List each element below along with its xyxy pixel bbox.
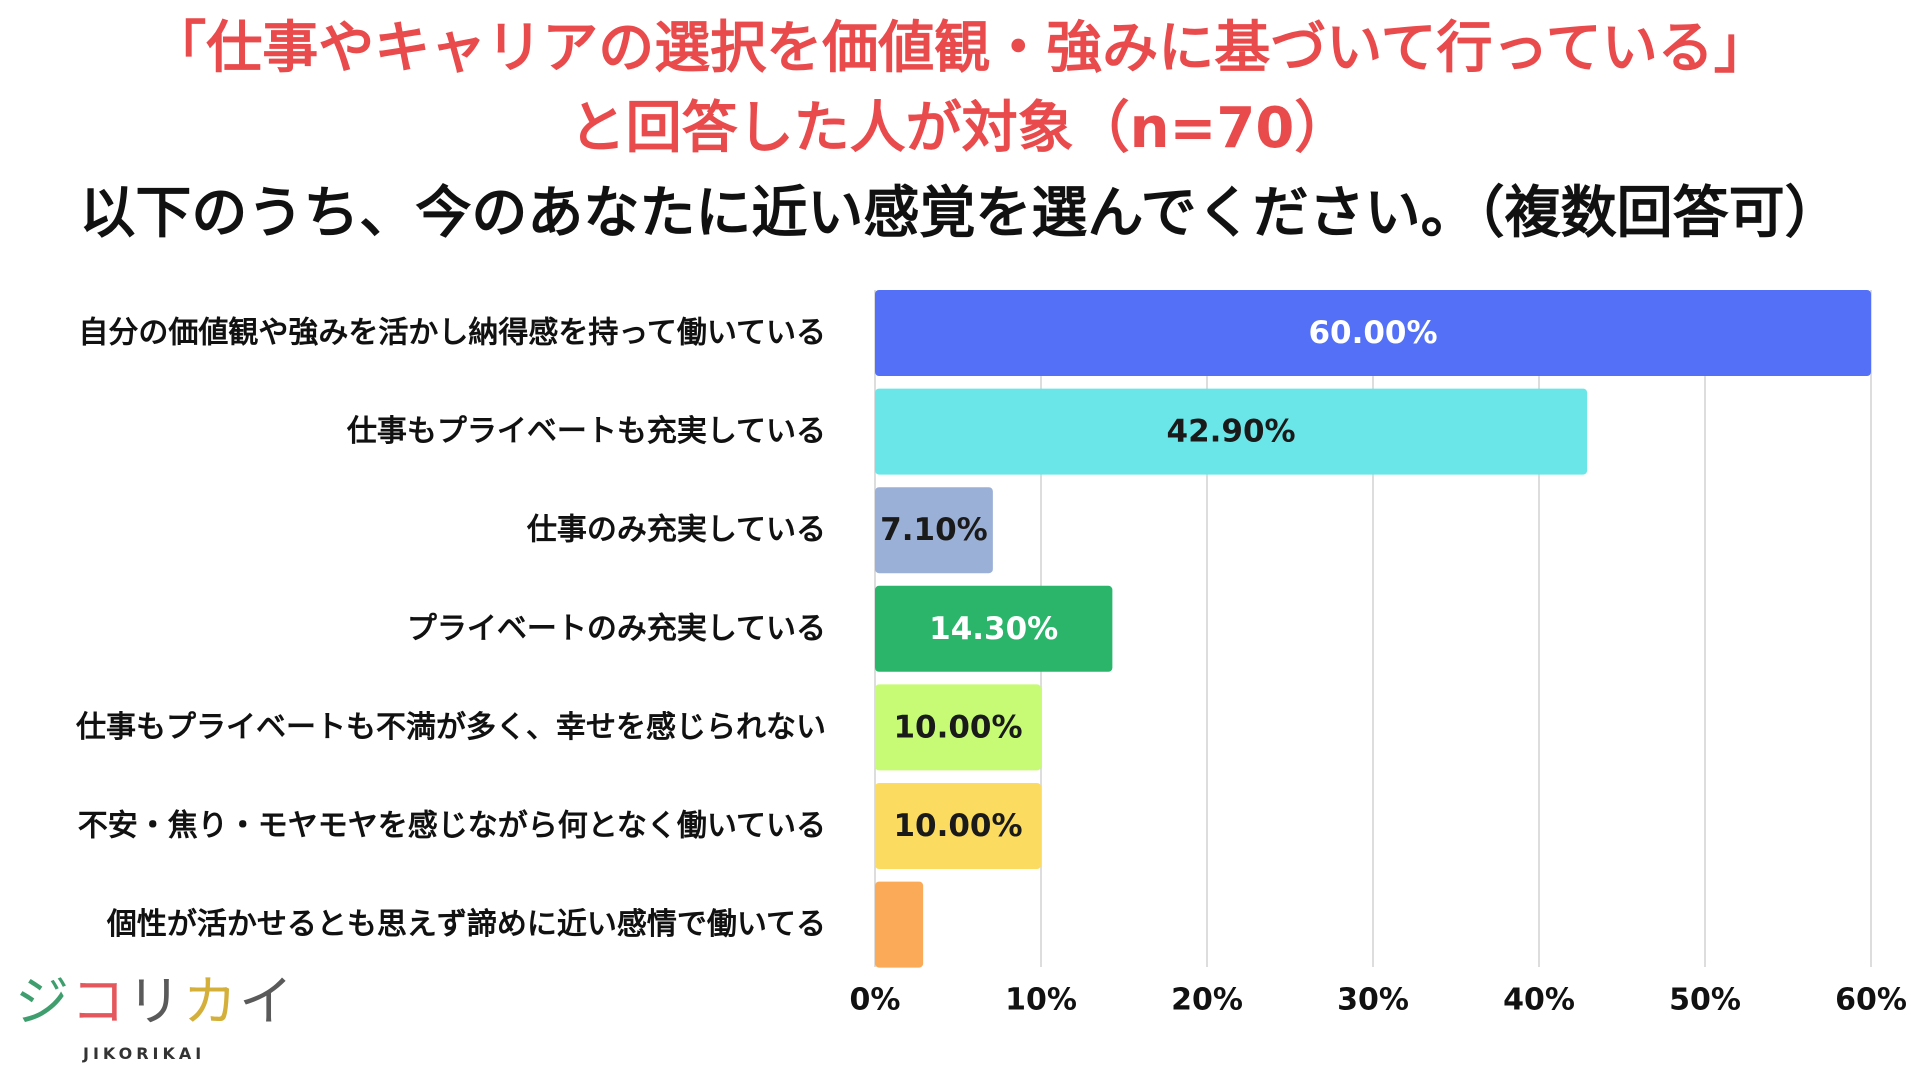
data-label: 7.10% (880, 512, 988, 548)
logo-char: カ (183, 970, 239, 1033)
category-label: 仕事もプライベートも充実している (346, 414, 826, 449)
logo-mark: ジコリカイ (15, 972, 305, 1032)
category-labels: 自分の価値観や強みを活かし納得感を持って働いている仕事もプライベートも充実してい… (75, 316, 826, 943)
bar (875, 684, 1041, 771)
title-condition-line1: 「仕事やキャリアの選択を価値観・強みに基づいて行っている」 (150, 16, 1770, 81)
title-condition-line2: と回答した人が対象（n=70） (569, 96, 1351, 161)
data-label: 10.00% (893, 709, 1022, 745)
data-label: 10.00% (893, 808, 1022, 844)
category-label: 不安・焦り・モヤモヤを感じながら何となく働いている (78, 809, 826, 844)
category-label: 仕事もプライベートも不満が多く、幸せを感じられない (75, 710, 826, 745)
question-title: 以下のうち、今のあなたに近い感覚を選んでください。（複数回答可） (79, 181, 1841, 246)
logo-char: イ (239, 970, 295, 1033)
bar (875, 585, 1113, 672)
x-tick-label: 20% (1171, 983, 1243, 1018)
x-tick-label: 40% (1503, 983, 1575, 1018)
bar (875, 388, 1588, 475)
category-label: プライベートのみ充実している (407, 611, 826, 646)
x-axis-tick-labels: 0% 10% 20% 30% 40% 50% 60% (850, 983, 1907, 1018)
brand-logo: ジコリカイ JIKORIKAI (15, 972, 305, 1064)
logo-char: ジ (15, 970, 71, 1033)
x-tick-label: 30% (1337, 983, 1409, 1018)
logo-wordmark: JIKORIKAI (83, 1044, 206, 1063)
bar (875, 487, 993, 574)
x-tick-label: 10% (1005, 983, 1077, 1018)
bars (875, 290, 1871, 968)
category-label: 自分の価値観や強みを活かし納得感を持って働いている (78, 316, 826, 351)
x-tick-label: 0% (850, 983, 901, 1018)
x-tick-label: 60% (1835, 983, 1907, 1018)
logo-char: コ (71, 970, 127, 1033)
logo-char: リ (127, 970, 183, 1033)
bar (875, 881, 924, 968)
x-tick-label: 50% (1669, 983, 1741, 1018)
data-label: 60.00% (1308, 315, 1437, 351)
bar (875, 783, 1041, 869)
data-labels: 60.00% 42.90% 7.10% 14.30% 10.00% 10.00% (880, 315, 1437, 844)
data-label: 42.90% (1167, 414, 1296, 450)
data-label: 14.30% (929, 611, 1058, 647)
category-label: 個性が活かせるとも思えず諦めに近い感情で働いてる (106, 907, 826, 942)
bar (875, 290, 1871, 376)
category-label: 仕事のみ充実している (526, 513, 826, 548)
